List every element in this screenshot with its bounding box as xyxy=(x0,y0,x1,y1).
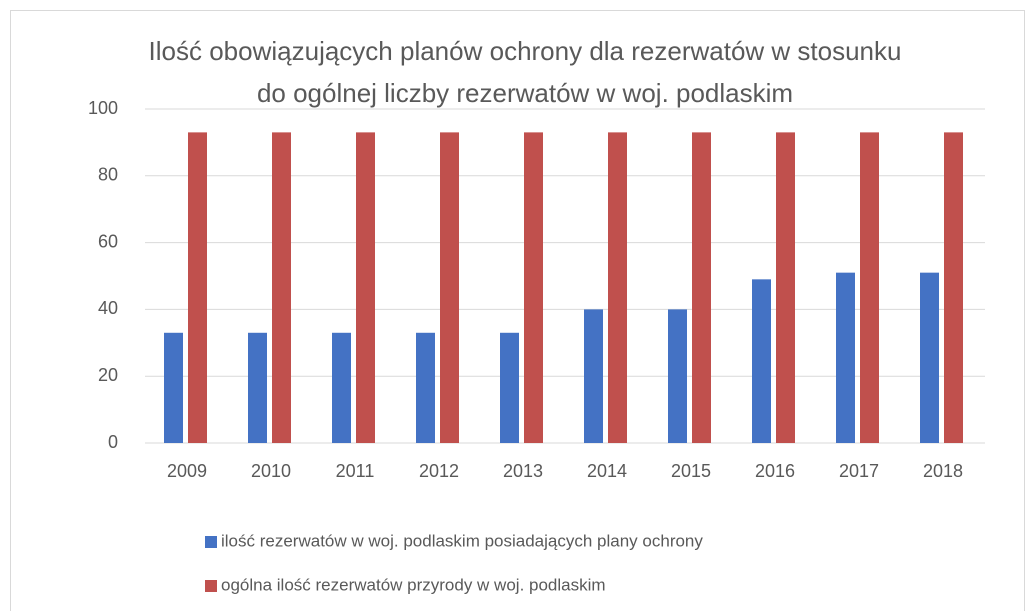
y-tick-label: 100 xyxy=(88,98,118,118)
bar xyxy=(500,332,519,443)
x-tick-label: 2009 xyxy=(167,461,207,481)
bar xyxy=(668,309,687,443)
y-tick-label: 60 xyxy=(98,231,118,251)
bar xyxy=(188,132,207,443)
bar xyxy=(752,279,771,443)
bar xyxy=(164,332,183,443)
x-tick-label: 2017 xyxy=(839,461,879,481)
y-tick-label: 80 xyxy=(98,165,118,185)
x-tick-label: 2013 xyxy=(503,461,543,481)
chart-title: Ilość obowiązujących planów ochrony dla … xyxy=(148,36,902,108)
x-tick-label: 2010 xyxy=(251,461,291,481)
bar xyxy=(272,132,291,443)
bar xyxy=(920,272,939,443)
chart-border xyxy=(10,10,1025,611)
legend-swatch xyxy=(205,580,217,592)
x-tick-label: 2015 xyxy=(671,461,711,481)
y-tick-label: 0 xyxy=(108,432,118,452)
legend-label: ogólna ilość rezerwatów przyrody w woj. … xyxy=(221,575,606,594)
legend-swatch xyxy=(205,536,217,548)
legend-label: ilość rezerwatów w woj. podlaskim posiad… xyxy=(221,531,703,550)
bar xyxy=(332,332,351,443)
bar xyxy=(944,132,963,443)
bar xyxy=(524,132,543,443)
bar xyxy=(860,132,879,443)
bar xyxy=(356,132,375,443)
x-tick-label: 2018 xyxy=(923,461,963,481)
bar xyxy=(692,132,711,443)
bar xyxy=(836,272,855,443)
x-tick-label: 2016 xyxy=(755,461,795,481)
y-tick-label: 40 xyxy=(98,298,118,318)
bar xyxy=(776,132,795,443)
bar xyxy=(416,332,435,443)
y-tick-label: 20 xyxy=(98,365,118,385)
bar xyxy=(440,132,459,443)
x-tick-label: 2014 xyxy=(587,461,627,481)
bar xyxy=(584,309,603,443)
x-tick-label: 2012 xyxy=(419,461,459,481)
x-tick-label: 2011 xyxy=(336,461,375,481)
bar xyxy=(608,132,627,443)
bar xyxy=(248,332,267,443)
